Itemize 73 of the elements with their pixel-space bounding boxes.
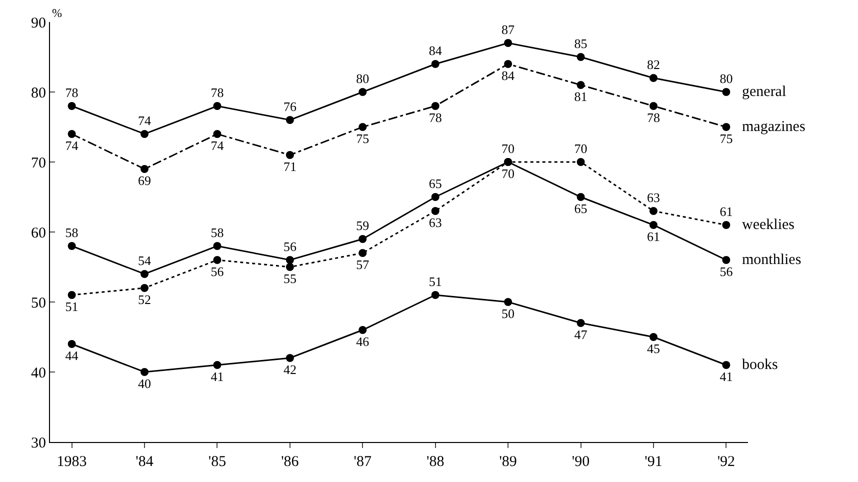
series-label: books <box>742 357 778 373</box>
x-tick-label: '89 <box>499 454 517 470</box>
data-label: 70 <box>502 140 515 156</box>
data-label: 45 <box>646 340 660 356</box>
x-tick-label: 1983 <box>56 454 87 470</box>
data-label: 75 <box>720 130 733 146</box>
data-label: 75 <box>356 130 370 146</box>
data-label: 74 <box>65 138 79 153</box>
data-label: 82 <box>646 56 660 72</box>
x-tick-label: '85 <box>208 454 226 470</box>
data-label: 61 <box>646 228 660 244</box>
data-label: 59 <box>356 218 370 233</box>
data-label: 41 <box>210 368 224 384</box>
data-label: 70 <box>574 140 588 156</box>
data-label: 41 <box>720 368 733 384</box>
data-label: 71 <box>283 158 296 174</box>
data-label: 80 <box>720 70 733 86</box>
data-label: 58 <box>65 224 78 240</box>
data-label: 74 <box>138 112 152 128</box>
x-tick-label: '90 <box>572 454 590 470</box>
data-label: 56 <box>210 264 224 279</box>
data-label: 56 <box>720 264 734 279</box>
series-label: magazines <box>742 119 806 135</box>
x-tick-label: '92 <box>717 454 736 470</box>
y-tick-label: 40 <box>31 365 46 382</box>
data-label: 50 <box>502 306 515 321</box>
data-label: 42 <box>283 362 296 377</box>
data-label: 78 <box>646 110 660 125</box>
series-label: weeklies <box>742 217 795 233</box>
x-tick-label: '91 <box>644 454 662 470</box>
data-label: 84 <box>502 68 516 83</box>
data-label: 51 <box>428 274 442 289</box>
data-label: 78 <box>65 84 78 100</box>
data-label: 65 <box>574 200 588 216</box>
data-label: 74 <box>210 138 224 153</box>
y-tick-label: 80 <box>31 85 46 102</box>
data-label: 78 <box>210 84 224 100</box>
data-label: 65 <box>428 176 442 191</box>
x-tick-label: '84 <box>136 454 154 470</box>
data-label: 51 <box>65 298 78 314</box>
data-label: 80 <box>356 70 370 86</box>
data-label: 54 <box>138 252 152 268</box>
data-label: 40 <box>138 376 152 391</box>
data-label: 87 <box>502 22 516 37</box>
data-label: 81 <box>574 88 588 104</box>
data-label: 57 <box>356 256 370 272</box>
series-label: general <box>742 84 786 100</box>
data-label: 84 <box>428 42 442 58</box>
data-label: 78 <box>428 110 442 125</box>
data-label: 69 <box>138 172 152 188</box>
x-tick-label: '86 <box>281 454 300 470</box>
x-tick-label: '88 <box>426 454 444 470</box>
data-label: 76 <box>283 98 297 114</box>
data-label: 61 <box>720 204 733 219</box>
data-label: 70 <box>502 166 515 181</box>
y-tick-label: 90 <box>31 15 46 32</box>
data-label: 85 <box>574 36 588 51</box>
data-label: 58 <box>210 224 224 240</box>
data-label: 63 <box>646 190 660 205</box>
data-label: 63 <box>428 214 442 230</box>
series-label: monthlies <box>742 252 802 268</box>
data-label: 52 <box>138 292 152 307</box>
y-axis-title: % <box>52 6 62 20</box>
x-tick-label: '87 <box>354 454 372 470</box>
data-label: 44 <box>65 348 79 363</box>
y-tick-label: 60 <box>31 225 46 242</box>
data-label: 56 <box>283 238 297 254</box>
y-tick-label: 50 <box>31 295 46 312</box>
data-label: 55 <box>283 270 296 286</box>
data-label: 47 <box>574 326 588 342</box>
y-tick-label: 30 <box>31 435 46 452</box>
y-tick-label: 70 <box>31 155 46 172</box>
data-label: 46 <box>356 334 370 349</box>
